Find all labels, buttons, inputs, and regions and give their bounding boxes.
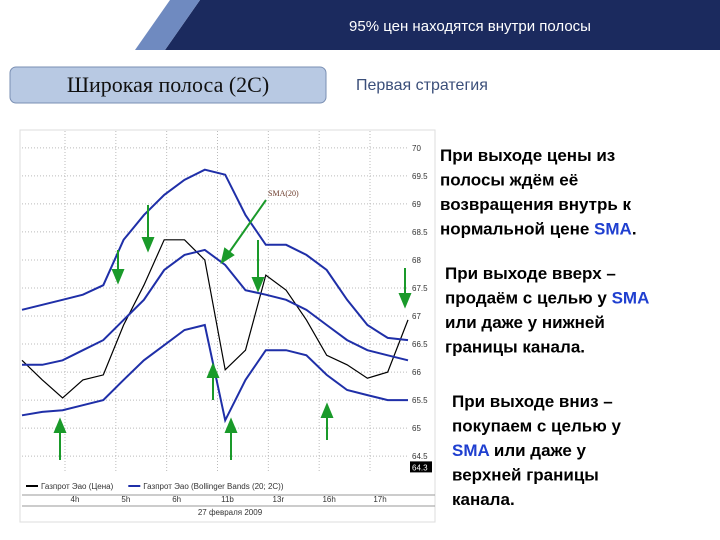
paragraph-line: покупаем с целью у [452,417,621,436]
text-span: SMA [452,441,490,460]
paragraph-line: При выходе вниз – [452,392,613,411]
arrow-head [111,269,125,285]
arrow-head [53,417,67,433]
y-tick-label: 65.5 [412,396,428,405]
text-span: или даже у [489,441,586,460]
y-tick-label: 69.5 [412,172,428,181]
header-stripe [135,0,200,50]
header-title: 95% цен находятся внутри полосы [349,18,591,35]
text-span: . [632,220,637,239]
arrows [53,199,412,460]
x-tick-label: 5h [121,495,130,504]
arrow-head [224,417,238,433]
paragraph-line: нормальной цене SMA. [440,220,637,239]
y-tick-label: 66 [412,368,421,377]
text-span: SMA [612,289,650,308]
arrow-head [320,402,334,418]
text-span: При выходе вниз – [452,392,613,411]
badge-box [9,66,327,104]
arrow-head [398,293,412,309]
x-tick-label: 11b [221,495,234,504]
text-span: верхней границы [452,466,599,485]
legend-label: Газпрот Эао (Цена) [41,482,114,491]
text-span: При выходе цены из [440,146,615,165]
text-span: SMA [594,220,632,239]
y-tick-label: 70 [412,144,421,153]
badge-text: Широкая полоса (2С) [67,72,269,97]
y-tick-label: 64.5 [412,452,428,461]
text-span: канала. [452,490,515,509]
arrow-head [141,237,155,253]
last-price-label: 64.3 [412,463,428,472]
paragraph-line: границы канала. [445,338,585,357]
text-span: возвращения внутрь к [440,195,632,214]
y-tick-label: 69 [412,200,421,209]
band-line [21,168,409,342]
subtitle: Первая стратегия [356,77,488,94]
band-line [22,248,409,366]
text-span: полосы ждём её [440,171,578,190]
header-band [165,0,720,50]
y-tick-label: 67 [412,312,421,321]
arrow-head [206,362,220,378]
arrow-head [220,247,235,265]
sma-label: SMA(20) [268,189,299,198]
x-tick-label: 6h [172,495,181,504]
arrow-head [251,277,265,293]
paragraph-line: верхней границы [452,466,599,485]
legend-label: Газпрот Эао (Bollinger Bands (20; 2С)) [143,482,284,491]
paragraph-line: При выходе вверх – [445,264,616,283]
date-label: 27 февраля 2009 [198,508,263,517]
price-line [21,239,409,399]
text-span: нормальной цене [440,220,594,239]
paragraph-line: продаём с целью у SMA [445,289,649,308]
chart-frame [19,129,436,523]
paragraphs: При выходе цены из полосы ждём её возвраще… [440,146,649,509]
x-tick-label: 4h [71,495,80,504]
paragraph-line: или даже у нижней [445,313,605,332]
text-span: или даже у нижней [445,313,605,332]
text-span: покупаем с целью у [452,417,621,436]
x-tick-label: 16h [322,495,335,504]
text-span: При выходе вверх – [445,264,616,283]
text-span: продаём с целью у [445,289,612,308]
y-tick-label: 65 [412,424,421,433]
text-span: границы канала. [445,338,585,357]
paragraph-line: возвращения внутрь к [440,195,632,214]
x-tick-label: 17h [373,495,386,504]
y-tick-label: 68.5 [412,228,428,237]
y-tick-label: 66.5 [412,340,428,349]
last-price-box [410,461,432,473]
paragraph-line: полосы ждём её [440,171,578,190]
x-tick-label: 13r [273,495,285,504]
y-tick-label: 68 [412,256,421,265]
sma-pointer [227,199,267,255]
paragraph-line: канала. [452,490,515,509]
paragraph-line: При выходе цены из [440,146,615,165]
y-tick-label: 67.5 [412,284,428,293]
paragraph-line: SMA или даже у [452,441,587,460]
